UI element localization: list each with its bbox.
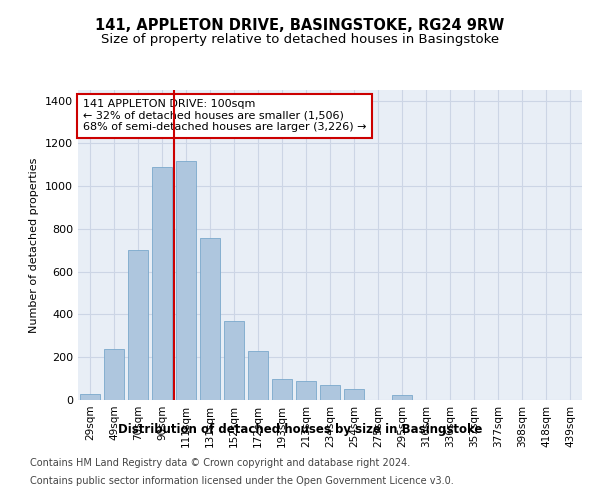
Text: Distribution of detached houses by size in Basingstoke: Distribution of detached houses by size … bbox=[118, 422, 482, 436]
Text: 141 APPLETON DRIVE: 100sqm
← 32% of detached houses are smaller (1,506)
68% of s: 141 APPLETON DRIVE: 100sqm ← 32% of deta… bbox=[83, 100, 367, 132]
Text: Size of property relative to detached houses in Basingstoke: Size of property relative to detached ho… bbox=[101, 32, 499, 46]
Bar bbox=[80, 394, 100, 400]
Y-axis label: Number of detached properties: Number of detached properties bbox=[29, 158, 40, 332]
Bar bbox=[344, 390, 364, 400]
Text: 141, APPLETON DRIVE, BASINGSTOKE, RG24 9RW: 141, APPLETON DRIVE, BASINGSTOKE, RG24 9… bbox=[95, 18, 505, 32]
Bar bbox=[128, 250, 148, 400]
Bar bbox=[392, 394, 412, 400]
Bar bbox=[152, 167, 172, 400]
Bar bbox=[200, 238, 220, 400]
Bar bbox=[176, 160, 196, 400]
Bar bbox=[320, 385, 340, 400]
Text: Contains HM Land Registry data © Crown copyright and database right 2024.: Contains HM Land Registry data © Crown c… bbox=[30, 458, 410, 468]
Bar bbox=[224, 321, 244, 400]
Bar bbox=[248, 351, 268, 400]
Bar bbox=[272, 378, 292, 400]
Bar bbox=[296, 381, 316, 400]
Bar bbox=[104, 348, 124, 400]
Text: Contains public sector information licensed under the Open Government Licence v3: Contains public sector information licen… bbox=[30, 476, 454, 486]
